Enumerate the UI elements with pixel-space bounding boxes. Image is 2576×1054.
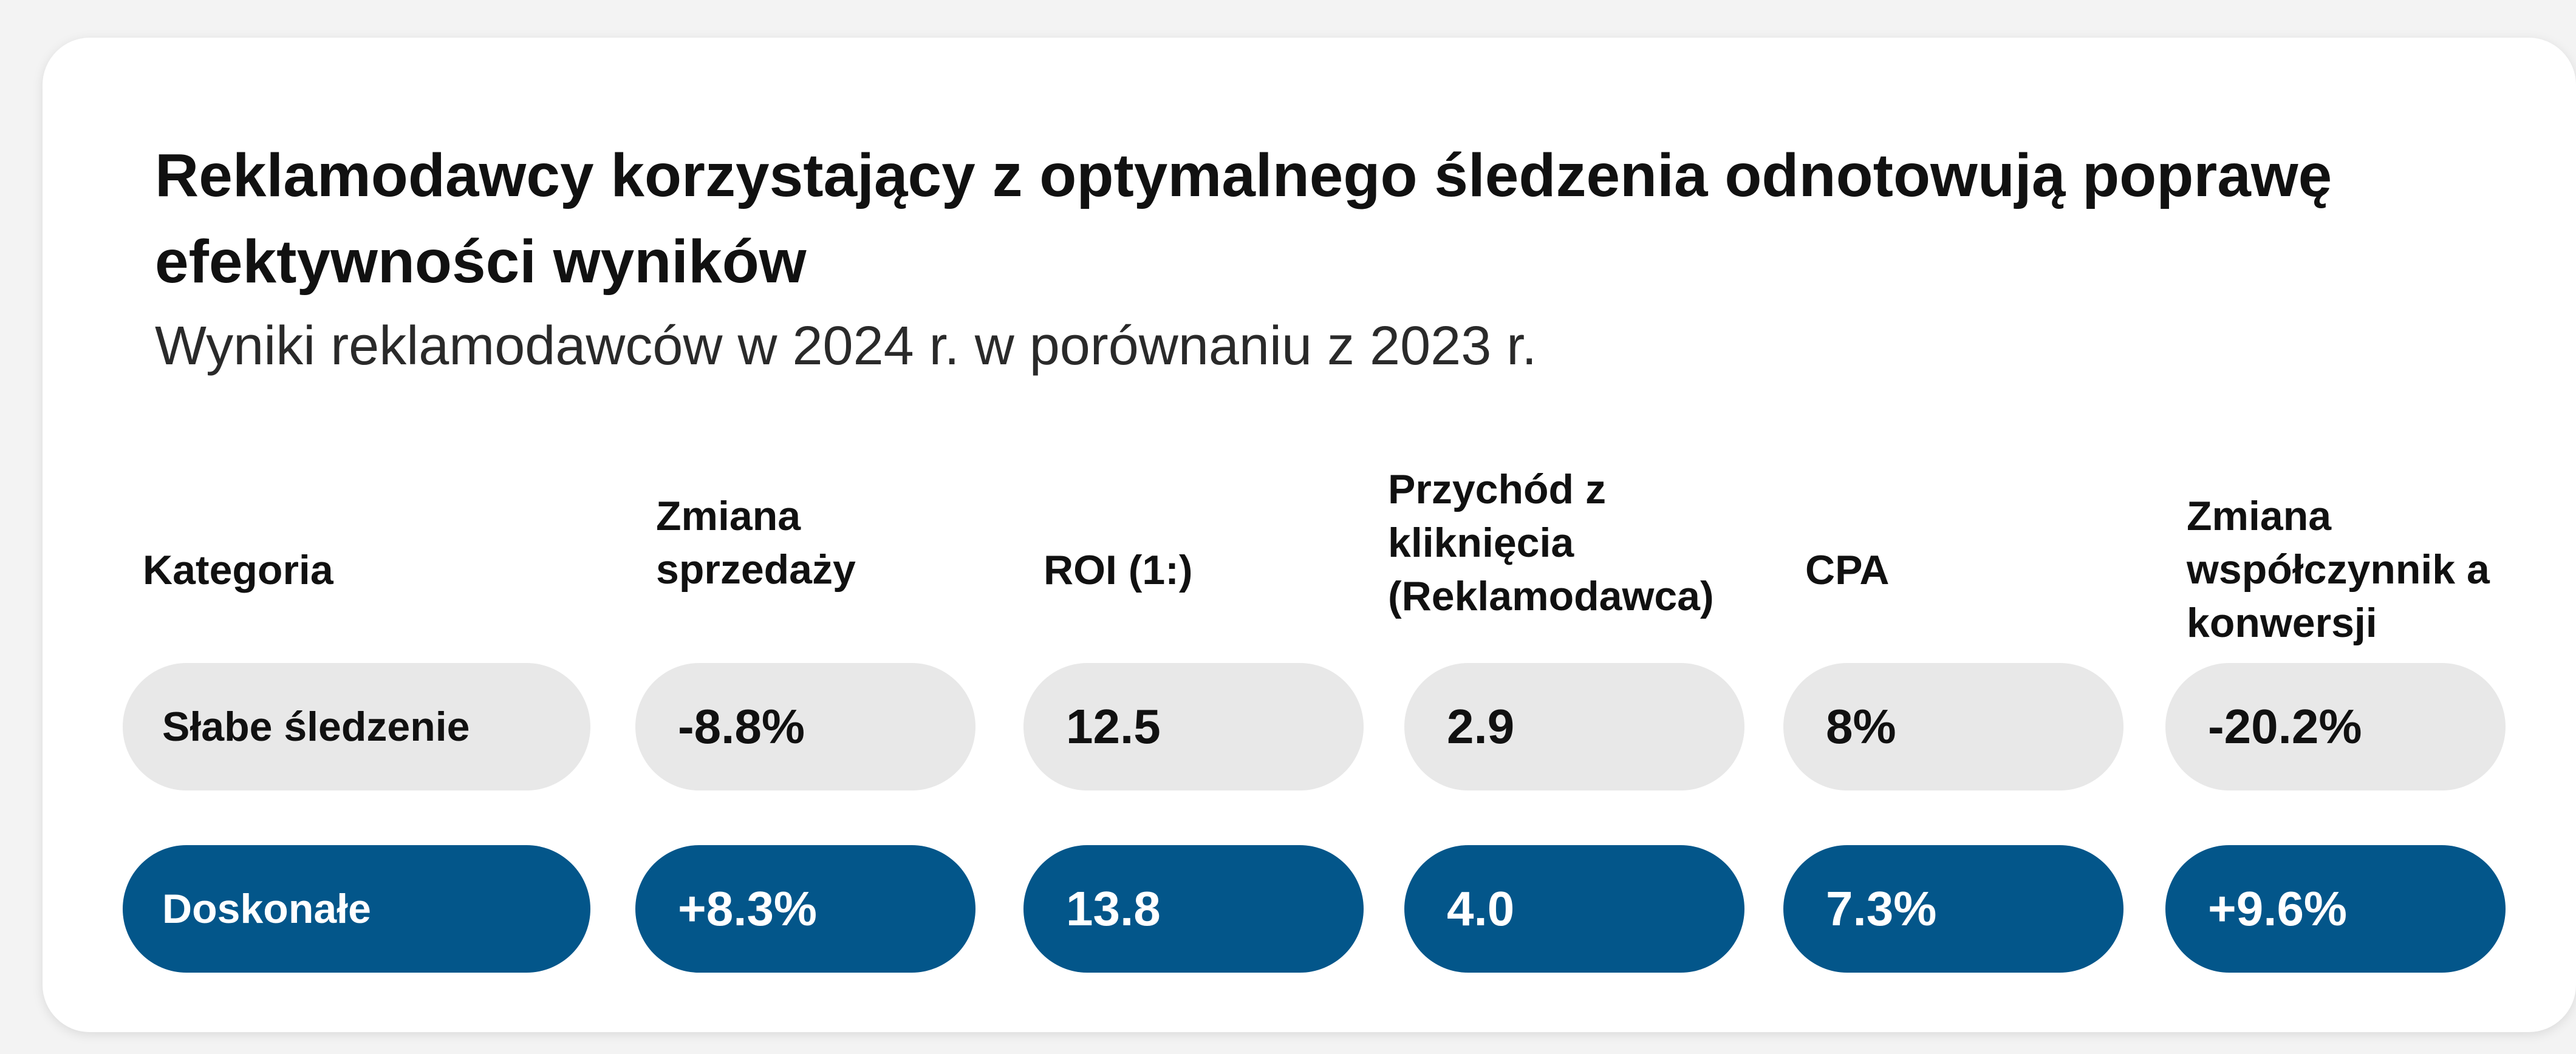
- cell-revenue-per-click-weak: 2.9: [1404, 663, 1744, 790]
- row-category-excellent: Doskonałe: [123, 845, 590, 973]
- cell-conversion-change-excellent: +9.6%: [2165, 845, 2506, 973]
- page-title: Reklamodawcy korzystający z optymalnego …: [155, 141, 2332, 296]
- cell-roi-weak: 12.5: [1023, 663, 1364, 790]
- cell-roi-excellent: 13.8: [1023, 845, 1364, 973]
- column-header-roi: ROI (1:): [1044, 547, 1193, 593]
- column-header-cpa: CPA: [1805, 547, 1890, 593]
- cell-cpa-weak: 8%: [1783, 663, 2123, 790]
- column-header-conversion-change: Zmiana współczynnik a konwersji: [2187, 493, 2490, 646]
- row-category-weak: Słabe śledzenie: [123, 663, 590, 790]
- column-header-category: Kategoria: [143, 547, 333, 593]
- cell-sales-change-excellent: +8.3%: [635, 845, 975, 973]
- page-subtitle: Wyniki reklamodawców w 2024 r. w porówna…: [155, 316, 1537, 376]
- column-header-revenue-per-click: Przychód z kliknięcia (Reklamodawca): [1388, 466, 1714, 619]
- column-header-sales-change: Zmiana sprzedaży: [656, 493, 856, 593]
- cell-sales-change-weak: -8.8%: [635, 663, 975, 790]
- cell-cpa-excellent: 7.3%: [1783, 845, 2123, 973]
- cell-conversion-change-weak: -20.2%: [2165, 663, 2506, 790]
- cell-revenue-per-click-excellent: 4.0: [1404, 845, 1744, 973]
